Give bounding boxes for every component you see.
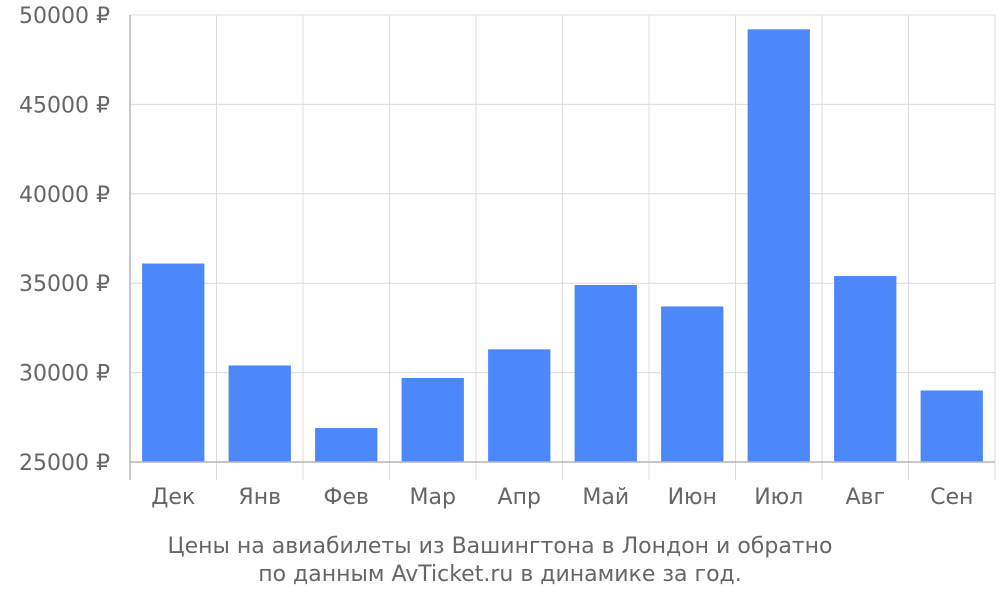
x-tick-label: Дек bbox=[151, 485, 195, 510]
x-tick-label: Сен bbox=[930, 485, 973, 510]
bar-Фев bbox=[315, 428, 378, 462]
bar-Июл bbox=[747, 29, 810, 462]
y-tick-label: 35000 ₽ bbox=[19, 272, 110, 297]
y-tick-label: 50000 ₽ bbox=[19, 4, 110, 29]
x-tick-label: Янв bbox=[238, 485, 281, 510]
x-tick-label: Июл bbox=[754, 485, 803, 510]
bar-Май bbox=[574, 284, 637, 462]
x-tick-label: Мар bbox=[410, 485, 456, 510]
x-tick-label: Июн bbox=[668, 485, 717, 510]
y-tick-label: 45000 ₽ bbox=[19, 93, 110, 118]
x-tick-label: Апр bbox=[498, 485, 541, 510]
y-tick-label: 25000 ₽ bbox=[19, 451, 110, 476]
bar-Апр bbox=[488, 349, 551, 462]
y-tick-label: 30000 ₽ bbox=[19, 362, 110, 387]
chart-caption-line-1: Цены на авиабилеты из Вашингтона в Лондо… bbox=[167, 534, 833, 559]
x-tick-label: Фев bbox=[324, 485, 369, 510]
x-tick-label: Авг bbox=[845, 485, 885, 510]
bar-Мар bbox=[401, 377, 464, 462]
chart-caption-line-2: по данным AvTicket.ru в динамике за год. bbox=[258, 562, 742, 587]
bar-Июн bbox=[661, 306, 724, 462]
bar-Дек bbox=[142, 263, 205, 462]
y-tick-label: 40000 ₽ bbox=[19, 183, 110, 208]
bar-Янв bbox=[228, 365, 291, 462]
x-tick-label: Май bbox=[582, 485, 629, 510]
bar-Сен bbox=[920, 390, 983, 462]
bar-Авг bbox=[834, 276, 897, 462]
